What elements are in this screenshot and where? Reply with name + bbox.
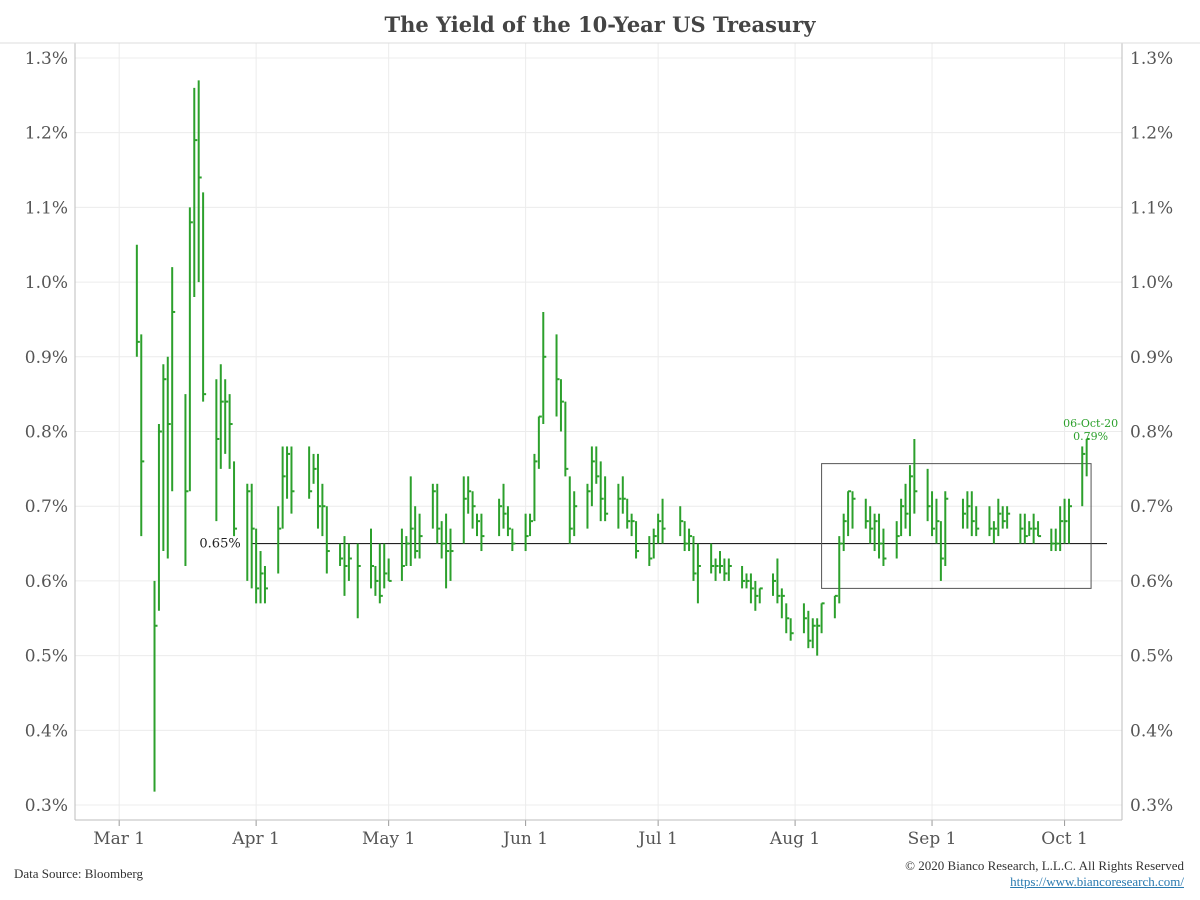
- y-tick-label-right: 1.2%: [1130, 124, 1173, 144]
- y-tick-label-right: 0.8%: [1130, 423, 1173, 443]
- annotation-date: 06-Oct-20: [1063, 417, 1118, 430]
- x-tick-label: Oct 1: [1041, 829, 1088, 849]
- footer-credits: © 2020 Bianco Research, L.L.C. All Right…: [905, 858, 1184, 890]
- range-box: [821, 463, 1092, 589]
- ohlc-series: [135, 80, 1090, 792]
- y-tick-label-left: 1.0%: [25, 273, 68, 293]
- grid: [75, 43, 1122, 820]
- website-link[interactable]: https://www.biancoresearch.com/: [1010, 874, 1184, 889]
- y-tick-label-right: 0.6%: [1130, 572, 1173, 592]
- x-tick-label: Aug 1: [769, 829, 820, 849]
- y-tick-label-right: 0.3%: [1130, 796, 1173, 816]
- x-tick-label: May 1: [362, 829, 415, 849]
- y-tick-label-right: 0.9%: [1130, 348, 1173, 368]
- reference-line-label: 0.65%: [199, 537, 240, 552]
- annotation-layer: 06-Oct-200.79%: [1063, 417, 1118, 443]
- x-tick-label: Jul 1: [636, 829, 677, 849]
- data-source: Data Source: Bloomberg: [14, 866, 144, 881]
- y-tick-label-right: 1.3%: [1130, 49, 1173, 69]
- y-tick-label-right: 1.0%: [1130, 273, 1173, 293]
- annotation-value: 0.79%: [1073, 430, 1108, 443]
- y-tick-label-left: 0.5%: [25, 647, 68, 667]
- y-tick-label-left: 0.6%: [25, 572, 68, 592]
- reference-layer: 0.65%: [199, 463, 1107, 589]
- x-tick-label: Mar 1: [93, 829, 145, 849]
- y-tick-label-left: 0.3%: [25, 796, 68, 816]
- y-tick-label-left: 0.7%: [25, 497, 68, 517]
- y-tick-label-left: 1.2%: [25, 124, 68, 144]
- y-tick-label-right: 0.7%: [1130, 497, 1173, 517]
- copyright-text: © 2020 Bianco Research, L.L.C. All Right…: [905, 858, 1184, 873]
- chart-title: The Yield of the 10-Year US Treasury: [384, 12, 816, 37]
- y-tick-label-left: 0.4%: [25, 721, 68, 741]
- y-tick-label-left: 1.1%: [25, 198, 68, 218]
- axes: 0.3% 0.3% 0.4% 0.4% 0.5% 0.5% 0.6% 0.6% 0.7% 0.7%…: [0, 42, 1200, 849]
- y-tick-label-left: 1.3%: [25, 49, 68, 69]
- y-tick-label-left: 0.9%: [25, 348, 68, 368]
- y-tick-label-right: 0.5%: [1130, 647, 1173, 667]
- y-tick-label-right: 1.1%: [1130, 198, 1173, 218]
- x-tick-label: Sep 1: [908, 829, 957, 849]
- x-tick-label: Jun 1: [501, 829, 548, 849]
- x-tick-label: Apr 1: [231, 829, 280, 849]
- y-tick-label-left: 0.8%: [25, 423, 68, 443]
- y-tick-label-right: 0.4%: [1130, 721, 1173, 741]
